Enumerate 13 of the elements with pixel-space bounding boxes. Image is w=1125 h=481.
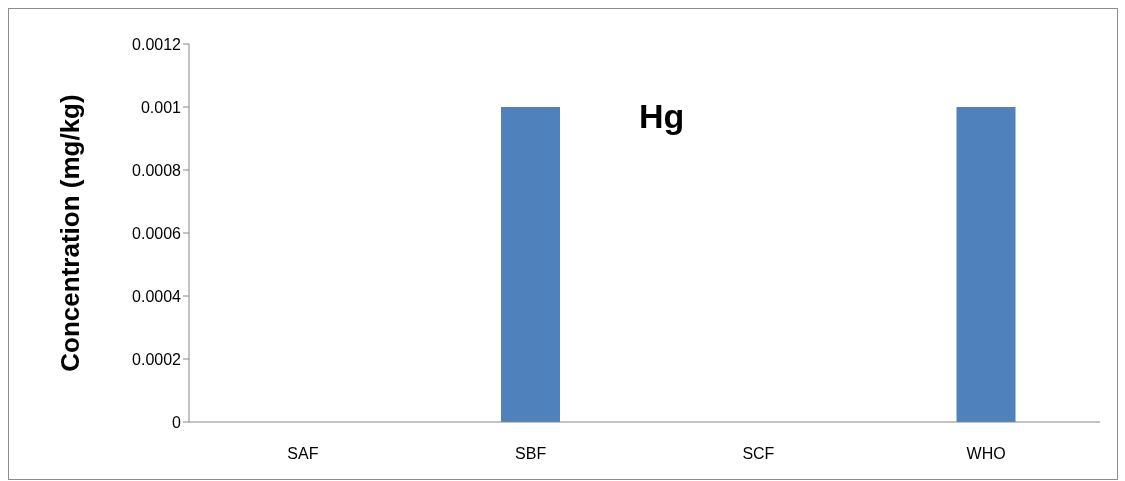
y-tick-label: 0 — [172, 413, 182, 431]
x-tick-label: WHO — [966, 445, 1006, 463]
y-tick-label: 0.0008 — [132, 161, 182, 179]
y-tick-label: 0.0002 — [132, 350, 182, 368]
x-tick-label: SCF — [742, 445, 775, 463]
y-tick-label: 0.001 — [140, 98, 182, 116]
x-tick-label: SBF — [515, 445, 547, 463]
y-tick-label: 0.0012 — [132, 35, 182, 53]
y-tick-label: 0.0006 — [132, 224, 182, 242]
y-tick-label: 0.0004 — [132, 287, 182, 305]
y-axis-title: Concentration (mg/kg) — [55, 94, 85, 372]
x-tick-label: SAF — [287, 445, 319, 463]
text: Hg — [639, 97, 685, 136]
